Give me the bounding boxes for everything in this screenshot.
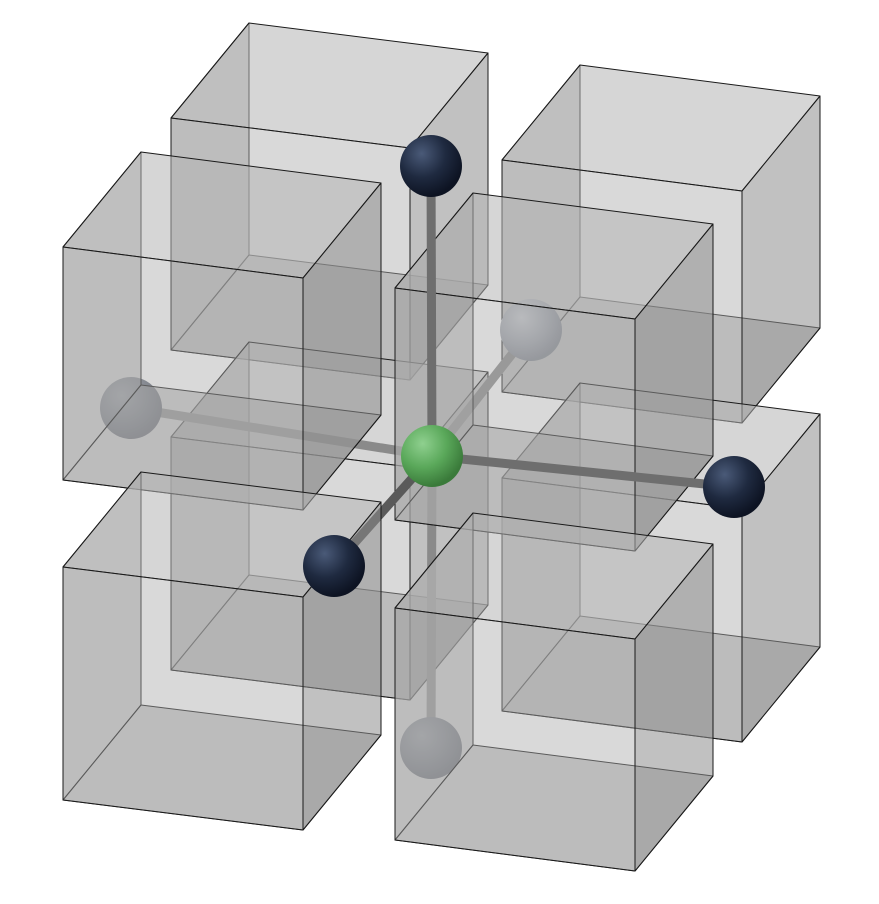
ligand-front-left bbox=[303, 535, 365, 597]
ligand-right bbox=[703, 456, 765, 518]
bond-top bbox=[426, 161, 437, 461]
ligand-back-right bbox=[500, 299, 562, 361]
box-front-bottom-left bbox=[62, 471, 382, 831]
ligand-top bbox=[400, 135, 462, 197]
ligands-front bbox=[303, 135, 765, 597]
box-front-top-right bbox=[394, 192, 714, 552]
box-front-bottom-right bbox=[394, 512, 714, 872]
box-front-top-left bbox=[62, 151, 382, 511]
center-atom bbox=[401, 425, 463, 487]
bond-right bbox=[427, 451, 739, 492]
